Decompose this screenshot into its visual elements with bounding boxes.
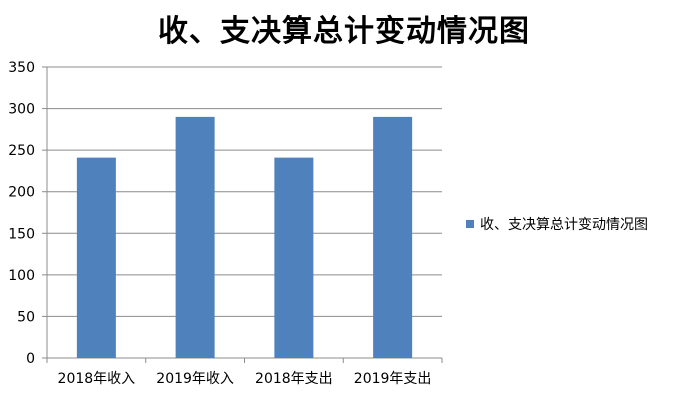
- x-tick-label: 2019年支出: [354, 371, 432, 387]
- y-tick-label: 50: [17, 309, 35, 325]
- y-tick-label: 200: [8, 185, 35, 201]
- legend: 收、支决算总计变动情况图: [466, 214, 648, 234]
- y-tick-label: 300: [8, 102, 35, 118]
- bar: [274, 157, 314, 358]
- bar: [373, 116, 413, 358]
- legend-label: 收、支决算总计变动情况图: [480, 217, 648, 233]
- x-tick-label: 2018年收入: [58, 371, 136, 387]
- y-tick-label: 100: [8, 268, 35, 284]
- y-tick-label: 250: [8, 143, 35, 159]
- chart-title: 收、支决算总计变动情况图: [158, 14, 530, 49]
- x-tick-label: 2018年支出: [255, 371, 333, 387]
- bar: [175, 116, 215, 358]
- y-tick-label: 150: [8, 226, 35, 242]
- x-tick-label: 2019年收入: [156, 371, 234, 387]
- y-tick-label: 350: [8, 60, 35, 76]
- y-tick-label: 0: [26, 351, 35, 367]
- legend-swatch: [466, 220, 474, 228]
- bar: [76, 157, 116, 358]
